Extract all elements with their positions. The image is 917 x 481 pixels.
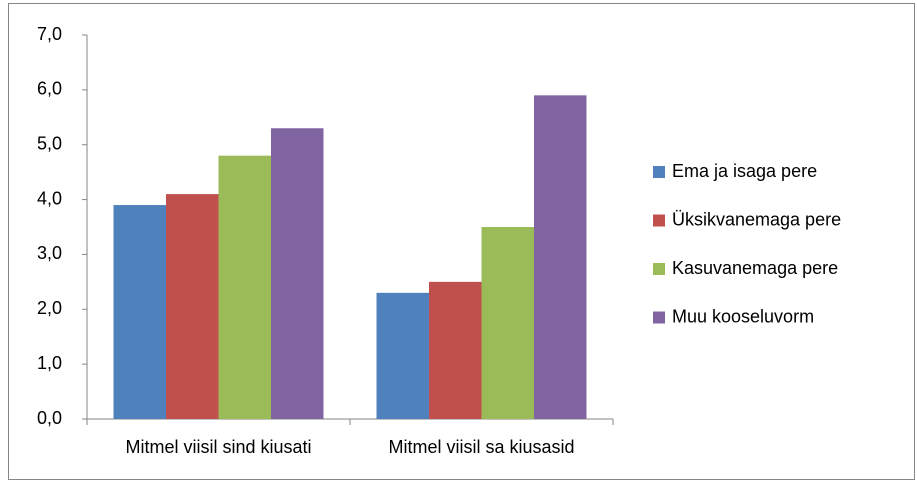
bar bbox=[534, 95, 587, 419]
legend-label: Muu kooseluvorm bbox=[672, 306, 814, 326]
bar bbox=[376, 292, 429, 419]
legend-swatch bbox=[653, 214, 665, 227]
bar bbox=[429, 281, 482, 419]
legend-label: Ema ja isaga pere bbox=[672, 161, 817, 181]
y-tick-label: 2,0 bbox=[37, 298, 62, 318]
legend-label: Üksikvanemaga pere bbox=[672, 209, 841, 229]
y-tick-label: 7,0 bbox=[37, 24, 62, 44]
x-tick-label: Mitmel viisil sa kiusasid bbox=[388, 437, 574, 457]
x-tick-label: Mitmel viisil sind kiusati bbox=[125, 437, 311, 457]
y-tick-label: 1,0 bbox=[37, 353, 62, 373]
y-tick-label: 0,0 bbox=[37, 408, 62, 428]
y-tick-label: 4,0 bbox=[37, 188, 62, 208]
legend-swatch bbox=[653, 311, 665, 324]
y-tick-label: 6,0 bbox=[37, 79, 62, 99]
bar bbox=[481, 227, 534, 419]
bar bbox=[166, 194, 219, 419]
bar bbox=[271, 128, 324, 419]
legend-label: Kasuvanemaga pere bbox=[672, 258, 838, 278]
bar bbox=[113, 205, 166, 419]
legend-swatch bbox=[653, 263, 665, 275]
bar bbox=[218, 155, 271, 419]
legend-swatch bbox=[653, 166, 665, 178]
y-tick-label: 3,0 bbox=[37, 243, 62, 263]
y-tick-label: 5,0 bbox=[37, 133, 62, 153]
